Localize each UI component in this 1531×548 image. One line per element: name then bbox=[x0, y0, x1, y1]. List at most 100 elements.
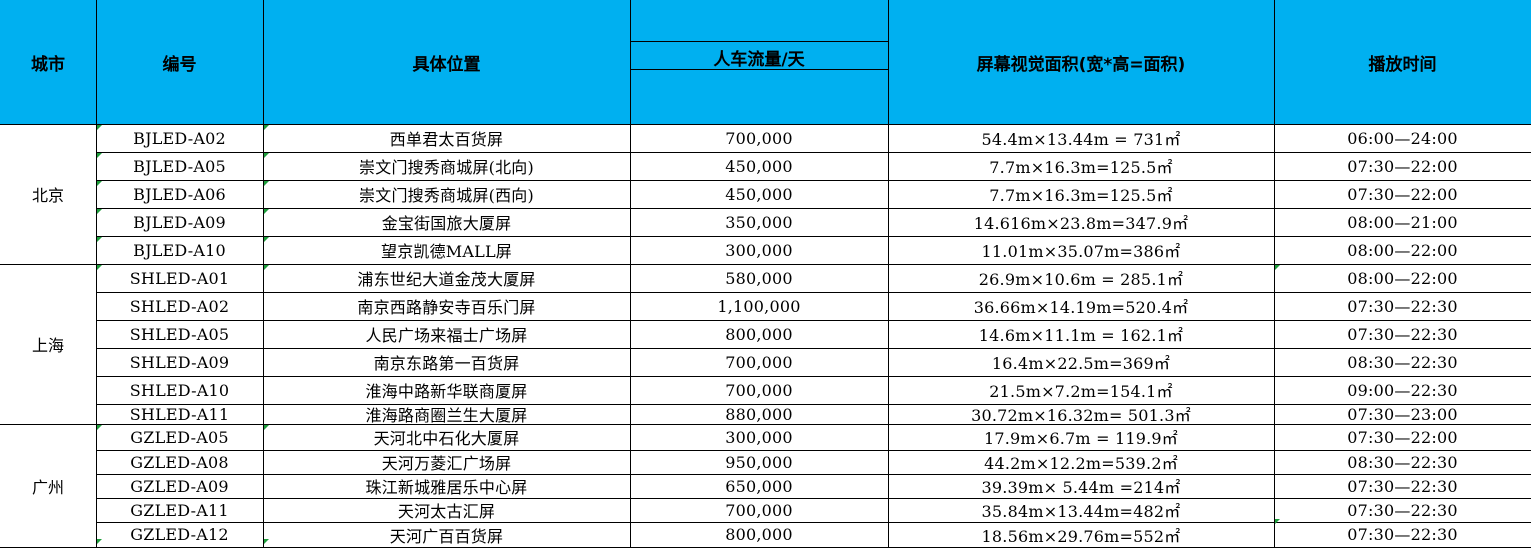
header-city: 城市 bbox=[0, 0, 96, 124]
cell-traffic: 1,100,000 bbox=[717, 296, 801, 316]
cell-indicator-icon bbox=[97, 425, 102, 430]
cell-code: SHLED-A02 bbox=[129, 296, 230, 316]
cell-indicator-icon bbox=[264, 125, 269, 130]
row-border bbox=[96, 264, 1531, 265]
row-border bbox=[96, 522, 1531, 523]
cell-indicator-icon bbox=[97, 125, 102, 130]
group-border bbox=[0, 424, 96, 425]
cell-code: GZLED-A05 bbox=[130, 427, 229, 447]
cell-time: 09:00—22:30 bbox=[1347, 380, 1458, 400]
cell-area: 7.7m×16.3m=125.5㎡ bbox=[989, 158, 1173, 177]
cell-code: GZLED-A09 bbox=[130, 476, 229, 496]
cell-area: 7.7m×16.3m=125.5㎡ bbox=[989, 186, 1173, 205]
cell-location: 天河广百百货屏 bbox=[389, 526, 504, 546]
cell-location: 天河太古汇屏 bbox=[397, 502, 496, 521]
cell-location: 崇文门搜秀商城屏(北向) bbox=[359, 158, 534, 177]
row-border bbox=[96, 152, 1531, 153]
cell-location: 望京凯德MALL屏 bbox=[381, 242, 512, 261]
header-area: 屏幕视觉面积(宽*高=面积) bbox=[888, 0, 1274, 124]
row-border bbox=[96, 208, 1531, 209]
cell-traffic: 450,000 bbox=[725, 184, 793, 204]
column-border bbox=[888, 0, 889, 547]
cell-code: GZLED-A12 bbox=[130, 525, 229, 544]
city-cell: 北京 bbox=[31, 186, 64, 205]
header-location-label: 具体位置 bbox=[412, 54, 481, 75]
cell-traffic: 650,000 bbox=[725, 476, 793, 496]
cell-indicator-icon bbox=[264, 153, 269, 158]
column-border bbox=[263, 0, 264, 547]
cell-time: 07:30—22:30 bbox=[1347, 296, 1458, 316]
cell-area: 36.66m×14.19m=520.4㎡ bbox=[973, 298, 1189, 317]
cell-indicator-icon bbox=[264, 265, 269, 270]
cell-code: BJLED-A02 bbox=[133, 128, 226, 148]
cell-location: 淮海中路新华联商厦屏 bbox=[365, 382, 528, 401]
cell-time: 08:00—22:00 bbox=[1347, 240, 1458, 260]
header-code: 编号 bbox=[96, 0, 263, 124]
header-traffic-divider bbox=[630, 41, 888, 42]
cell-code: SHLED-A01 bbox=[129, 268, 230, 288]
cell-time: 08:00—22:00 bbox=[1347, 268, 1458, 288]
row-border bbox=[96, 292, 1531, 293]
cell-location: 金宝街国旅大厦屏 bbox=[381, 214, 512, 233]
city-cell: 广州 bbox=[31, 477, 64, 497]
row-border bbox=[96, 236, 1531, 237]
row-border bbox=[96, 450, 1531, 451]
cell-code: SHLED-A11 bbox=[129, 404, 230, 424]
cell-traffic: 300,000 bbox=[725, 240, 793, 260]
header-area-label: 屏幕视觉面积(宽*高=面积) bbox=[976, 54, 1186, 75]
header-time: 播放时间 bbox=[1274, 0, 1531, 124]
row-border bbox=[96, 320, 1531, 321]
cell-code: GZLED-A08 bbox=[130, 452, 229, 472]
cell-code: GZLED-A11 bbox=[130, 500, 229, 520]
cell-time: 07:30—22:00 bbox=[1347, 184, 1458, 204]
cell-indicator-icon bbox=[264, 425, 269, 430]
row-border bbox=[96, 424, 1531, 425]
cell-indicator-icon bbox=[97, 237, 102, 242]
cell-location: 崇文门搜秀商城屏(西向) bbox=[359, 186, 534, 205]
header-traffic: 人车流量/天 bbox=[630, 0, 888, 124]
cell-location: 南京西路静安寺百乐门屏 bbox=[357, 298, 536, 317]
cell-indicator-icon bbox=[264, 237, 269, 242]
row-border bbox=[96, 474, 1531, 475]
cell-time: 07:30—22:30 bbox=[1347, 324, 1458, 344]
cell-area: 54.4m×13.44m = 731㎡ bbox=[981, 130, 1181, 149]
cell-indicator-icon bbox=[264, 539, 269, 544]
cell-time: 06:00—24:00 bbox=[1347, 128, 1458, 148]
cell-time: 07:30—22:30 bbox=[1347, 525, 1458, 544]
cell-area: 14.6m×11.1m = 162.1㎡ bbox=[978, 326, 1184, 345]
cell-indicator-icon bbox=[97, 153, 102, 158]
cell-time: 07:30—22:00 bbox=[1347, 427, 1458, 447]
cell-traffic: 800,000 bbox=[725, 525, 793, 544]
cell-traffic: 880,000 bbox=[725, 404, 793, 424]
cell-time: 07:30—23:00 bbox=[1347, 404, 1458, 424]
header-traffic-label: 人车流量/天 bbox=[713, 50, 805, 70]
cell-time: 08:30—22:30 bbox=[1347, 452, 1458, 472]
cell-time: 07:30—22:30 bbox=[1347, 476, 1458, 496]
cell-indicator-icon bbox=[1275, 265, 1280, 270]
cell-area: 18.56m×29.76m=552㎡ bbox=[981, 526, 1181, 546]
cell-time: 08:00—21:00 bbox=[1347, 212, 1458, 232]
cell-code: SHLED-A05 bbox=[129, 324, 230, 344]
cell-indicator-icon bbox=[264, 209, 269, 214]
header-time-label: 播放时间 bbox=[1368, 54, 1437, 75]
cell-location: 浦东世纪大道金茂大厦屏 bbox=[357, 270, 536, 289]
cell-indicator-icon bbox=[264, 181, 269, 186]
cell-code: BJLED-A10 bbox=[133, 240, 226, 260]
cell-code: BJLED-A06 bbox=[133, 184, 226, 204]
cell-location: 西单君太百货屏 bbox=[389, 130, 504, 149]
cell-traffic: 950,000 bbox=[725, 452, 793, 472]
cell-code: SHLED-A09 bbox=[129, 352, 230, 372]
cell-indicator-icon bbox=[97, 181, 102, 186]
cell-time: 07:30—22:00 bbox=[1347, 156, 1458, 176]
cell-location: 南京东路第一百货屏 bbox=[373, 354, 520, 373]
row-border bbox=[96, 348, 1531, 349]
cell-location: 天河北中石化大厦屏 bbox=[373, 429, 520, 448]
cell-traffic: 580,000 bbox=[725, 268, 793, 288]
header-traffic-divider bbox=[630, 69, 888, 70]
cell-code: BJLED-A05 bbox=[133, 156, 226, 176]
row-border bbox=[96, 180, 1531, 181]
header-city-label: 城市 bbox=[31, 54, 65, 75]
cell-indicator-icon bbox=[1275, 519, 1280, 524]
cell-indicator-icon bbox=[97, 209, 102, 214]
